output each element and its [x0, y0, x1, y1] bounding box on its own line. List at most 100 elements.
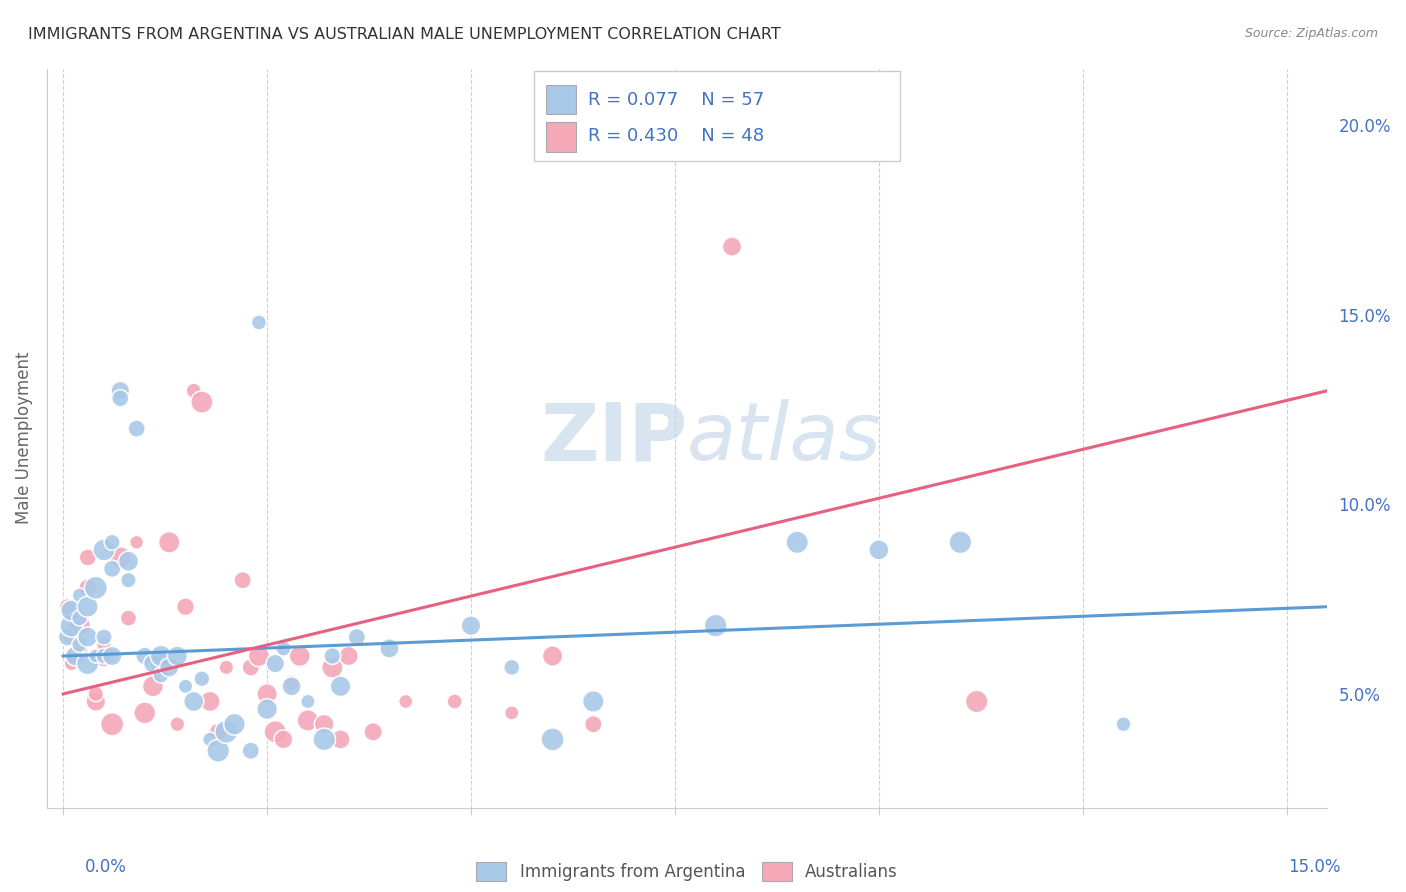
Point — [541, 648, 564, 663]
Point — [93, 648, 115, 663]
Point — [256, 702, 278, 716]
Point — [215, 660, 238, 674]
Point — [134, 706, 156, 720]
Point — [443, 694, 465, 708]
Point — [378, 641, 401, 656]
Point — [297, 694, 319, 708]
Point — [76, 630, 98, 644]
Text: 15.0%: 15.0% — [1288, 858, 1341, 876]
Point — [239, 744, 262, 758]
Point — [949, 535, 972, 549]
Point — [314, 732, 336, 747]
Point — [256, 687, 278, 701]
Point — [101, 535, 124, 549]
Point — [346, 630, 368, 644]
Point — [198, 694, 221, 708]
Point — [582, 694, 605, 708]
Point — [501, 660, 523, 674]
Point — [280, 675, 302, 690]
Point — [134, 648, 156, 663]
Point — [101, 717, 124, 731]
Point — [247, 316, 270, 330]
Point — [65, 648, 87, 663]
Point — [232, 573, 254, 587]
Point — [337, 648, 360, 663]
Point — [150, 648, 173, 663]
Point — [69, 641, 91, 656]
Point — [786, 535, 808, 549]
Point — [56, 599, 79, 614]
Point — [198, 732, 221, 747]
Point — [314, 717, 336, 731]
Point — [125, 535, 148, 549]
Point — [166, 717, 188, 731]
Point — [56, 630, 79, 644]
Point — [191, 672, 214, 686]
Point — [721, 240, 744, 254]
Point — [166, 648, 188, 663]
Point — [69, 618, 91, 632]
Point — [157, 660, 180, 674]
Point — [150, 668, 173, 682]
Point — [1112, 717, 1135, 731]
Point — [224, 717, 246, 731]
Point — [110, 391, 132, 405]
Point — [174, 679, 197, 693]
Point — [264, 724, 287, 739]
Point — [76, 550, 98, 565]
Point — [582, 717, 605, 731]
Point — [501, 706, 523, 720]
Point — [460, 618, 482, 632]
Point — [101, 648, 124, 663]
Point — [329, 679, 352, 693]
Text: ZIP: ZIP — [540, 399, 688, 477]
Point — [60, 603, 83, 617]
Point — [321, 648, 343, 663]
Point — [84, 694, 107, 708]
Point — [329, 732, 352, 747]
Point — [93, 630, 115, 644]
Point — [117, 554, 139, 568]
Point — [183, 384, 205, 398]
Point — [395, 694, 418, 708]
Point — [247, 648, 270, 663]
Text: 0.0%: 0.0% — [84, 858, 127, 876]
Point — [93, 648, 115, 663]
Point — [60, 630, 83, 644]
Point — [60, 657, 83, 671]
Point — [117, 573, 139, 587]
Point — [84, 581, 107, 595]
Point — [69, 638, 91, 652]
Point — [215, 724, 238, 739]
Point — [69, 588, 91, 602]
Point — [868, 542, 890, 557]
Point — [65, 648, 87, 663]
Point — [93, 542, 115, 557]
Point — [273, 641, 295, 656]
Point — [117, 611, 139, 625]
Point — [110, 550, 132, 565]
Point — [207, 724, 229, 739]
Point — [541, 732, 564, 747]
Point — [264, 657, 287, 671]
Text: R = 0.430    N = 48: R = 0.430 N = 48 — [588, 128, 763, 145]
Text: IMMIGRANTS FROM ARGENTINA VS AUSTRALIAN MALE UNEMPLOYMENT CORRELATION CHART: IMMIGRANTS FROM ARGENTINA VS AUSTRALIAN … — [28, 27, 780, 42]
Point — [76, 599, 98, 614]
Point — [280, 679, 302, 693]
Point — [207, 744, 229, 758]
Point — [125, 421, 148, 435]
Point — [321, 660, 343, 674]
Point — [157, 535, 180, 549]
Point — [191, 395, 214, 409]
Text: Source: ZipAtlas.com: Source: ZipAtlas.com — [1244, 27, 1378, 40]
Point — [142, 657, 165, 671]
Point — [966, 694, 988, 708]
Point — [101, 562, 124, 576]
Point — [150, 657, 173, 671]
Point — [142, 679, 165, 693]
Point — [60, 618, 83, 632]
Point — [361, 724, 384, 739]
Text: R = 0.077    N = 57: R = 0.077 N = 57 — [588, 91, 763, 109]
Point — [174, 599, 197, 614]
Point — [93, 638, 115, 652]
